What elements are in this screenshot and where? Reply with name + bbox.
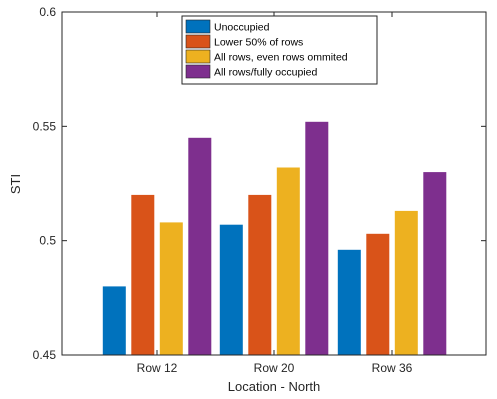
bar-row-20-series-4 [305,121,329,355]
x-axis-label: Location - North [228,379,321,394]
bar-row-20-series-2 [248,194,272,355]
legend-box [181,15,378,85]
legend-swatch [185,64,211,79]
y-tick-label: 0.55 [33,119,57,133]
bar-row-12-series-3 [159,222,183,355]
bar-row-20-series-1 [219,224,243,355]
legend: Unoccupied Lower 50% of rows All rows, eve… [181,15,378,85]
bar-row-12-series-1 [102,286,126,355]
bar-row-12-series-2 [131,194,155,355]
ticks-group: 0.45 0.5 0.55 0.6 Row 12 Row 20 Row 36 [33,5,486,375]
y-tick-label: 0.6 [39,5,56,19]
bar-row-12-series-4 [188,137,212,355]
x-tick-label: Row 20 [254,361,295,375]
y-axis-label: STI [8,174,23,194]
legend-entry-label: Unoccupied [214,22,270,34]
legend-entry-label: All rows/fully occupied [214,67,317,79]
y-tick-label: 0.45 [33,348,57,362]
bar-row-36-series-2 [366,233,390,355]
legend-entry-label: All rows, even rows ommited [214,52,348,64]
legend-entry-label: Lower 50% of rows [214,37,303,49]
bar-row-36-series-3 [394,210,418,355]
legend-swatch [185,49,211,64]
legend-swatch [185,34,211,49]
legend-swatch [185,19,211,34]
x-tick-label: Row 36 [372,361,413,375]
bar-row-20-series-3 [276,167,300,355]
bar-row-36-series-4 [423,172,447,355]
bars-group [102,121,447,355]
x-tick-label: Row 12 [137,361,178,375]
bar-row-36-series-1 [337,249,361,355]
y-tick-label: 0.5 [39,234,56,248]
